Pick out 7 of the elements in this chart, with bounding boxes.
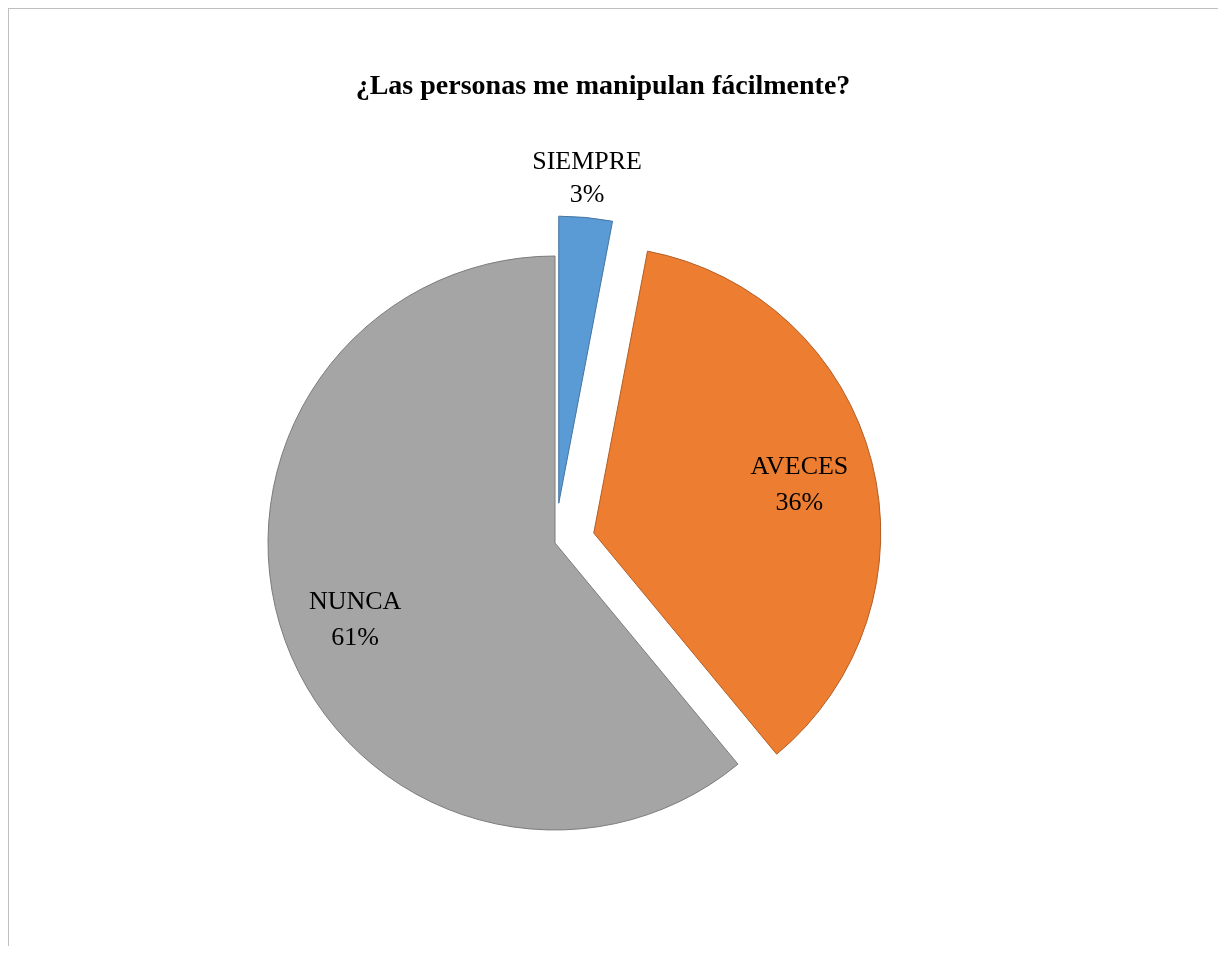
data-label: 3% bbox=[569, 178, 605, 208]
data-label: 36% bbox=[775, 487, 824, 517]
slice-label: SIEMPRE bbox=[532, 145, 642, 175]
slice-label: AVECES bbox=[750, 451, 849, 481]
data-label: 61% bbox=[331, 621, 380, 651]
slice-label: NUNCA bbox=[308, 585, 402, 615]
chart-title: ¿Las personas me manipulan fácilmente? bbox=[355, 69, 851, 100]
